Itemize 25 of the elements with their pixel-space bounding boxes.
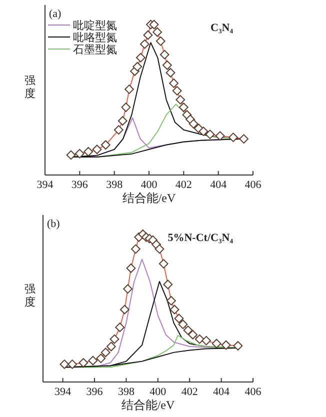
x-tick-label: 400 <box>140 179 158 191</box>
x-axis-title: 结合能/eV <box>122 191 176 205</box>
legend-label: 石墨型氮 <box>73 44 117 56</box>
legend-label: 吡啶型氮 <box>73 19 117 32</box>
x-tick-label: 406 <box>244 386 262 398</box>
x-tick-label: 394 <box>36 179 54 191</box>
x-tick-label: 396 <box>86 386 104 398</box>
x-tick-label: 404 <box>213 386 230 398</box>
x-tick-label: 404 <box>210 179 228 191</box>
x-tick-label: 398 <box>118 386 135 398</box>
x-axis-title: 结合能/eV <box>121 398 175 412</box>
x-tick-label: 398 <box>106 179 124 191</box>
text: (b) <box>47 218 60 230</box>
y-axis-title: 强度 <box>24 75 36 100</box>
legend-label: 吡咯型氮 <box>73 31 117 44</box>
x-tick-label: 400 <box>150 386 167 398</box>
annotation: 5%N-Ct/C₃N₄ <box>168 232 234 244</box>
annotation: C₃N₄ <box>210 22 234 34</box>
x-tick-label: 402 <box>181 386 198 398</box>
y-axis-title: 强度 <box>24 284 36 308</box>
x-tick-label: 394 <box>54 386 72 398</box>
x-tick-label: 396 <box>71 179 88 191</box>
x-tick-label: 406 <box>244 179 262 191</box>
x-tick-label: 402 <box>175 179 192 191</box>
text: (a) <box>49 8 62 20</box>
